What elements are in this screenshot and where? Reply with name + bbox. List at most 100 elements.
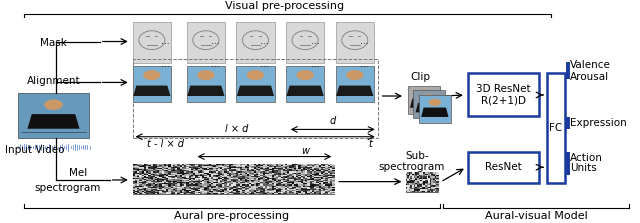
Bar [280,183,284,184]
Bar [276,178,279,179]
Bar [166,164,169,165]
Bar [184,186,187,188]
Bar [180,180,182,181]
Bar [312,182,315,183]
Bar [216,191,218,192]
Bar [164,169,167,170]
Bar [171,172,173,174]
Bar [146,165,149,166]
Bar [153,186,156,188]
Bar [141,186,145,188]
Bar [229,176,232,177]
Bar [276,168,279,169]
Bar [202,166,205,167]
Bar [227,179,230,180]
Bar [227,192,230,193]
Bar [271,166,275,167]
Bar [220,188,223,190]
Bar [225,178,227,179]
Bar [141,180,145,181]
Bar [132,181,136,182]
Bar [269,185,272,187]
Bar [274,181,276,182]
Bar [173,183,176,184]
Bar [285,183,288,184]
Bar [253,190,257,191]
Bar [225,177,227,178]
Bar [260,165,263,166]
Bar [412,181,414,183]
Bar [207,174,209,176]
Bar [256,166,259,167]
Bar [200,164,203,165]
Bar [252,165,254,166]
Bar [303,173,306,175]
Bar [298,169,301,170]
Bar [430,179,432,180]
Bar [146,178,149,179]
Polygon shape [421,107,449,117]
Bar [289,184,292,186]
Bar [234,192,236,193]
Bar [153,174,156,176]
Bar [433,183,435,184]
Bar [216,164,218,165]
Bar [148,177,151,178]
Bar [435,172,437,173]
Bar [238,172,241,174]
Bar [247,191,250,192]
Bar [436,175,438,176]
Bar [173,185,176,187]
Bar [157,169,160,170]
Text: Valence: Valence [570,60,611,70]
Bar [173,169,176,170]
Bar [436,176,438,178]
Bar [285,190,288,191]
Bar [240,188,243,189]
Bar [269,188,272,189]
Bar [253,167,257,168]
Bar [427,184,429,186]
Bar [274,168,276,169]
Bar [231,174,234,176]
Bar [252,188,254,190]
Bar [140,179,142,180]
Bar [229,191,232,192]
Bar [249,167,252,168]
Bar [410,175,413,176]
Bar [413,175,416,176]
Bar [436,188,438,189]
Text: Expression: Expression [570,118,627,128]
Bar [328,191,330,192]
Bar [216,170,218,171]
Bar [157,171,160,173]
Bar [195,168,198,169]
Bar [153,181,156,182]
Bar [157,191,160,192]
Bar [137,191,140,192]
Bar [307,179,310,180]
Bar [227,167,230,168]
Bar [260,178,263,179]
Bar [433,172,435,173]
Bar [285,165,288,166]
Bar [227,183,230,184]
Bar [298,174,301,176]
Bar [330,186,333,188]
Bar [173,174,176,176]
Bar [431,176,434,178]
Bar [310,191,312,192]
Bar [420,190,422,192]
Bar [319,188,321,190]
Bar [330,192,333,193]
Bar [175,190,178,191]
Bar [422,180,424,182]
Bar [289,172,292,174]
Bar [234,176,236,177]
Bar [260,177,263,178]
Bar [243,178,245,179]
Bar [294,173,297,175]
Bar [243,166,245,167]
Bar [177,166,180,167]
Bar [267,174,270,176]
